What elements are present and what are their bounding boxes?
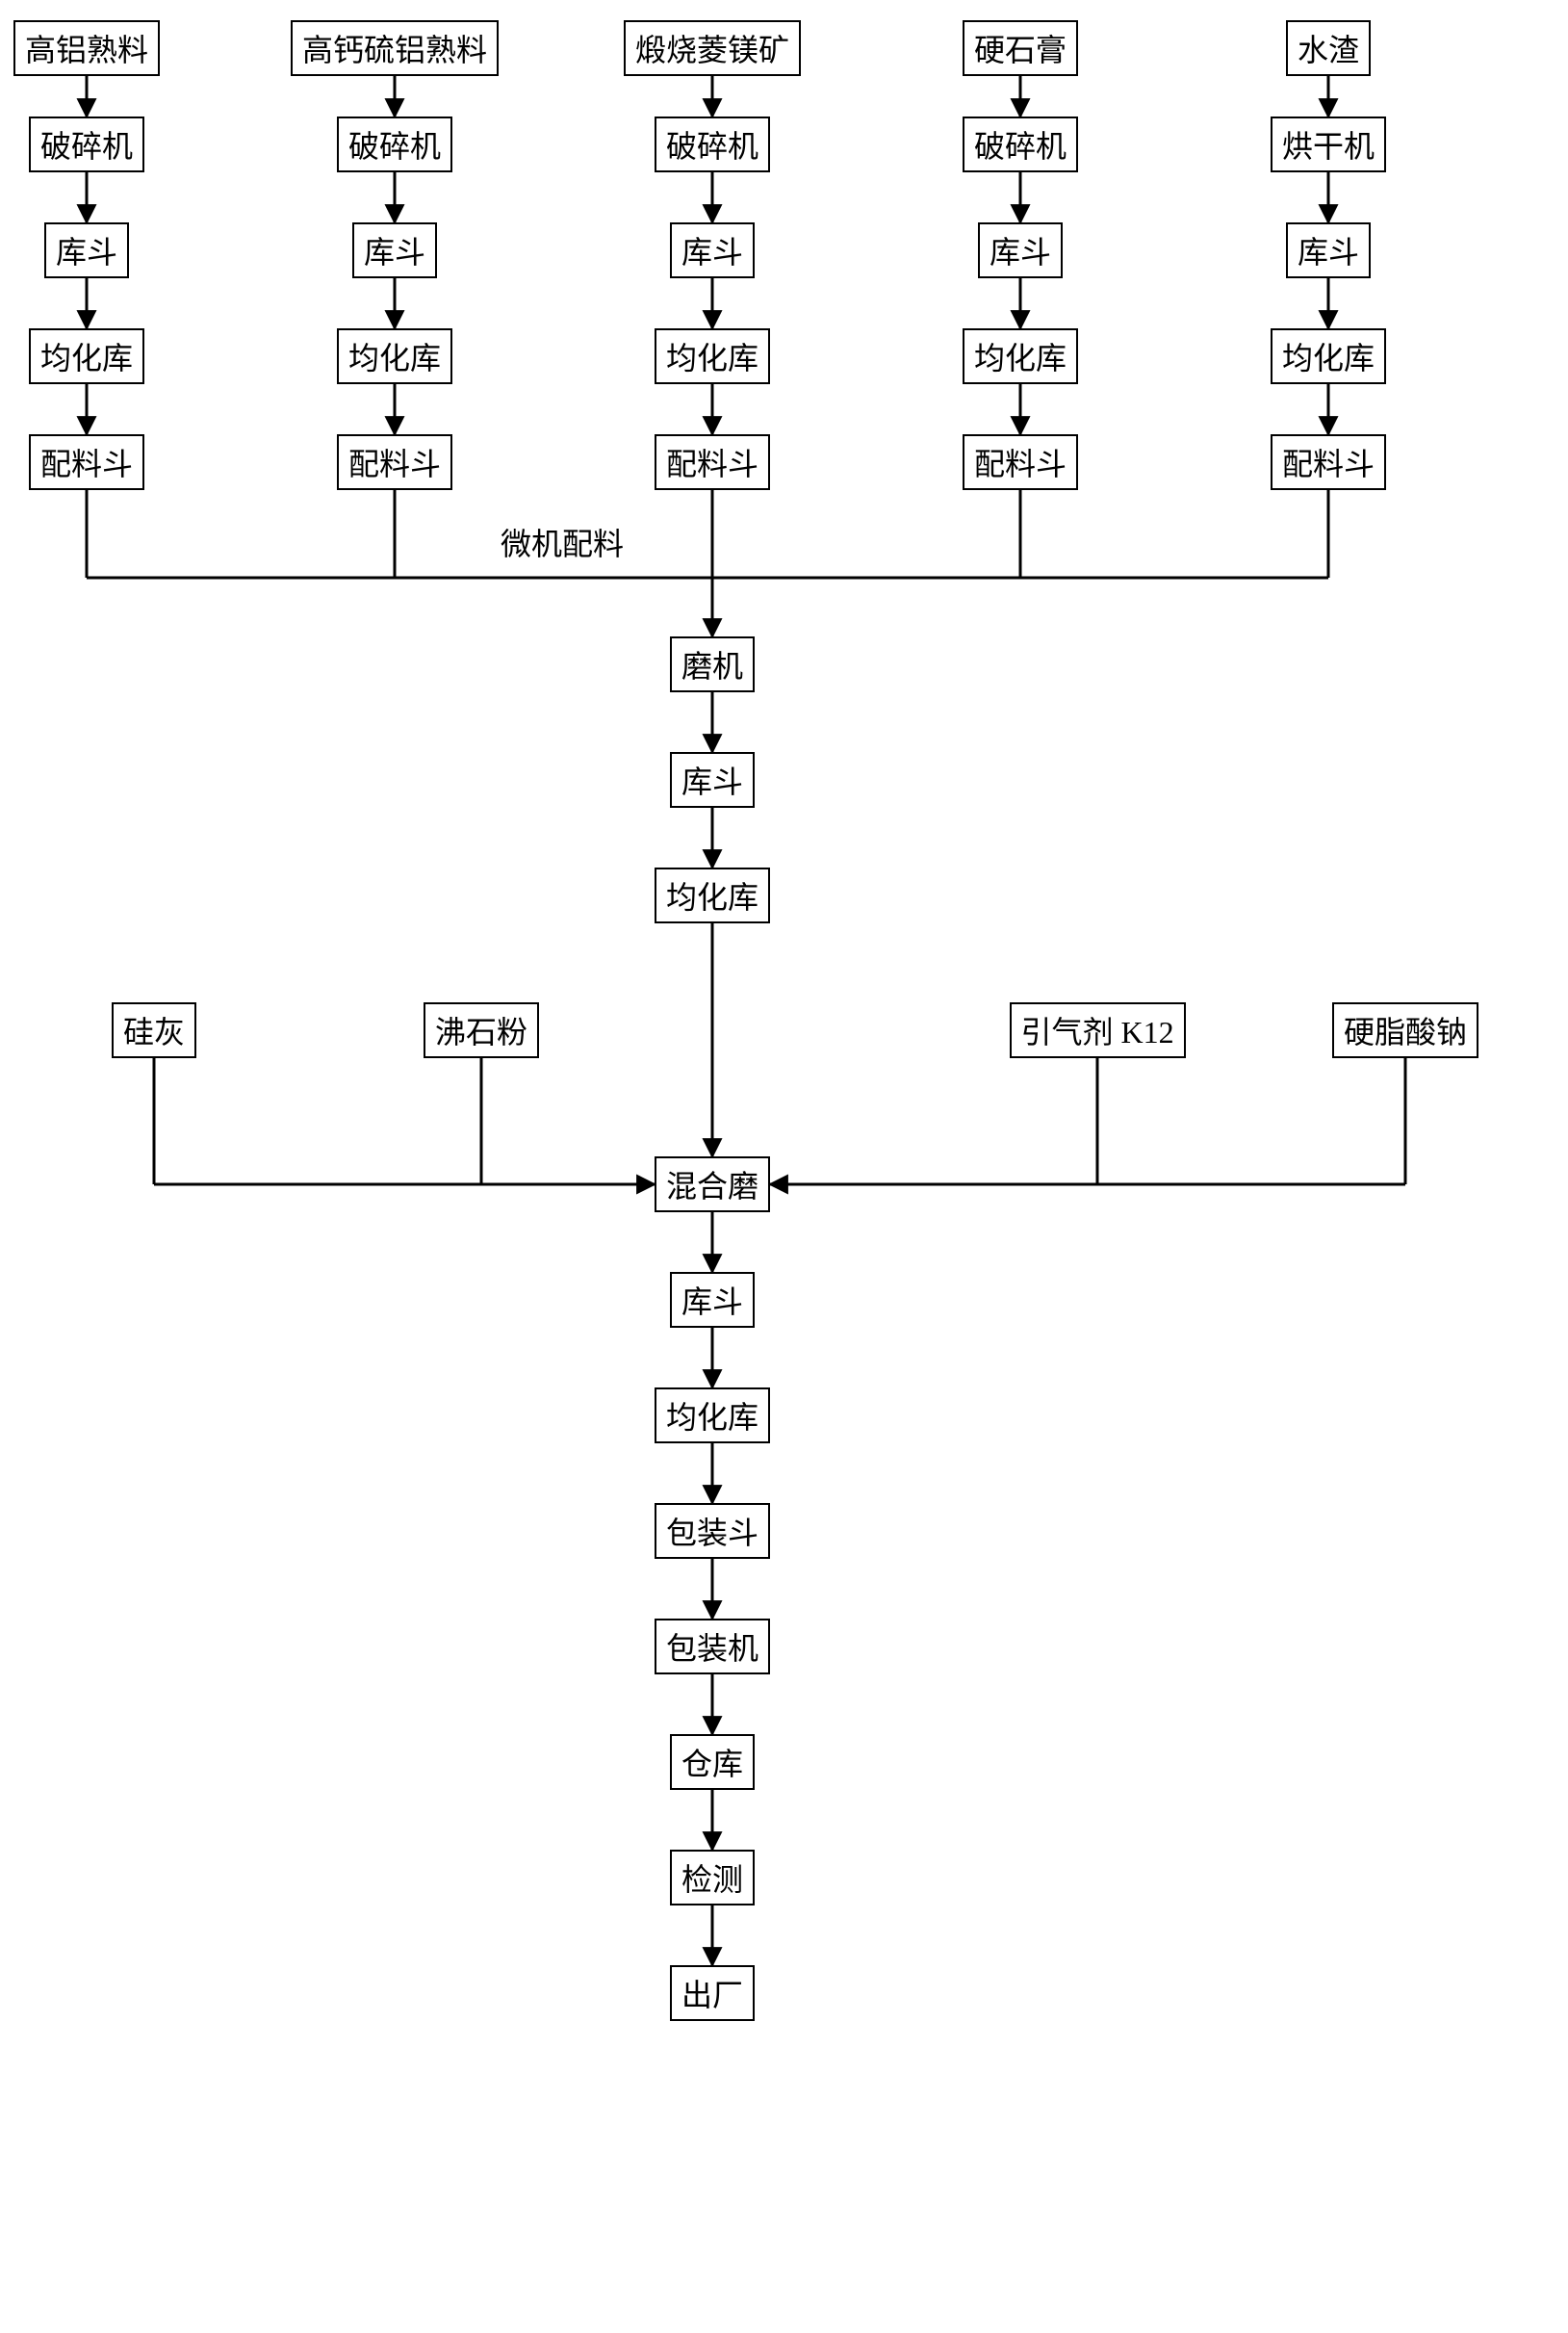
flow-node: 均化库: [655, 1387, 770, 1443]
flow-node: 库斗: [670, 222, 755, 278]
flow-node: 均化库: [29, 328, 144, 384]
flow-node: 配料斗: [655, 434, 770, 490]
flow-node: 均化库: [337, 328, 452, 384]
flow-node: 硬脂酸钠: [1332, 1002, 1478, 1058]
flow-node: 均化库: [963, 328, 1078, 384]
flow-node: 库斗: [1286, 222, 1371, 278]
flow-node: 仓库: [670, 1734, 755, 1790]
flow-node: 混合磨: [655, 1156, 770, 1212]
flow-node: 配料斗: [963, 434, 1078, 490]
flow-node: 烘干机: [1271, 117, 1386, 172]
flow-label: 微机配料: [501, 520, 624, 564]
flow-node: 库斗: [670, 752, 755, 808]
flow-node: 沸石粉: [424, 1002, 539, 1058]
flow-node: 库斗: [44, 222, 129, 278]
flow-node: 硬石膏: [963, 20, 1078, 76]
flow-node: 检测: [670, 1850, 755, 1905]
flow-node: 出厂: [670, 1965, 755, 2021]
flow-node: 库斗: [670, 1272, 755, 1328]
flow-node: 煅烧菱镁矿: [624, 20, 801, 76]
flow-node: 均化库: [655, 868, 770, 923]
flow-node: 硅灰: [112, 1002, 196, 1058]
flow-node: 库斗: [978, 222, 1063, 278]
flow-node: 均化库: [1271, 328, 1386, 384]
flow-node: 配料斗: [337, 434, 452, 490]
flow-node: 配料斗: [1271, 434, 1386, 490]
flow-node: 配料斗: [29, 434, 144, 490]
flow-node: 破碎机: [337, 117, 452, 172]
flow-node: 引气剂 K12: [1010, 1002, 1186, 1058]
flow-node: 包装机: [655, 1619, 770, 1674]
flow-node: 磨机: [670, 636, 755, 692]
flow-node: 库斗: [352, 222, 437, 278]
flow-node: 高钙硫铝熟料: [291, 20, 499, 76]
flow-node: 包装斗: [655, 1503, 770, 1559]
flow-node: 破碎机: [29, 117, 144, 172]
flow-node: 破碎机: [655, 117, 770, 172]
flow-node: 均化库: [655, 328, 770, 384]
flow-node: 水渣: [1286, 20, 1371, 76]
flow-node: 破碎机: [963, 117, 1078, 172]
flow-node: 高铝熟料: [13, 20, 160, 76]
